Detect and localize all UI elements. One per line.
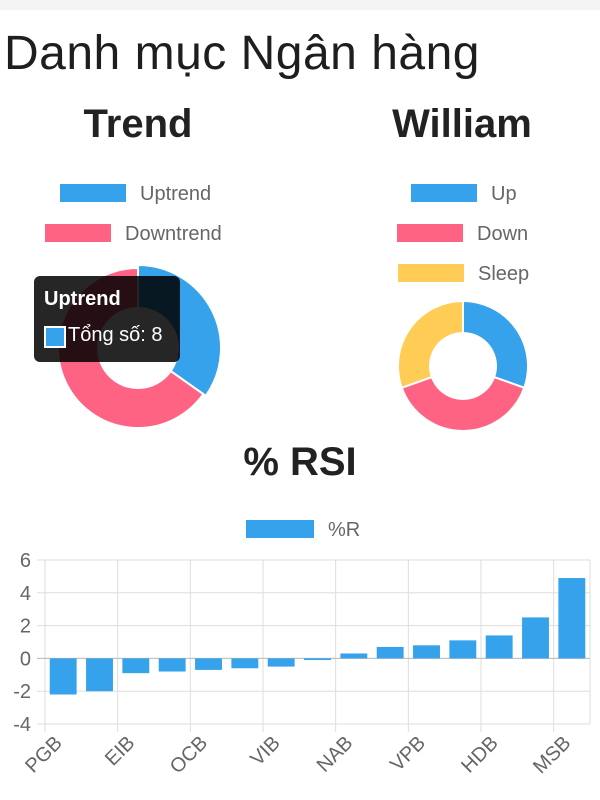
rsi-bar[interactable] [49,658,77,695]
down-legend-label: Down [477,223,529,245]
x-tick-label: OCB [166,732,212,778]
tooltip-title: Uptrend [44,288,121,310]
y-tick-label: -2 [13,681,31,703]
rsi-bar[interactable] [558,578,586,659]
down-legend-swatch [397,224,463,242]
rsi-bar[interactable] [413,645,440,659]
rsi-chart-title: % RSI [243,440,357,484]
y-tick-label: 2 [20,616,31,638]
tooltip-color-swatch [44,326,66,348]
top-bar [0,0,600,10]
rsi-bar[interactable] [304,658,331,661]
rsi-bar[interactable] [449,640,477,659]
trend-chart-title: Trend [83,102,193,146]
x-tick-label: PGB [21,732,66,777]
trend-legend-downtrend[interactable]: Downtrend [45,223,265,245]
rsi-bar[interactable] [231,658,259,669]
rsi-bar[interactable] [340,653,368,659]
rsi-bar[interactable] [485,635,513,659]
rsi-bar[interactable] [522,617,549,659]
sleep-legend-swatch [398,264,464,282]
rsi-legend-r[interactable]: %R [246,519,386,541]
uptrend-legend-swatch [60,184,126,202]
x-tick-label: VPB [386,732,430,776]
slice-down[interactable] [400,375,526,433]
rsi-bar[interactable] [122,658,150,674]
page-title: Danh mục Ngân hàng [4,27,480,80]
slice-sleep[interactable] [397,299,464,390]
rsi-bar[interactable] [376,646,404,659]
downtrend-legend-label: Downtrend [125,223,222,245]
william-donut-chart[interactable] [393,296,533,436]
rsi-grid [37,559,591,732]
y-tick-label: 0 [20,648,31,670]
uptrend-legend-label: Uptrend [140,183,212,205]
sleep-legend-label: Sleep [478,263,530,285]
r-legend-label: %R [328,519,361,541]
rsi-bar[interactable] [158,658,186,672]
y-tick-label: 4 [20,583,31,605]
downtrend-legend-swatch [45,224,111,242]
chart-tooltip: Uptrend Tổng số: 8 [34,276,180,362]
rsi-bar[interactable] [195,658,222,670]
up-legend-swatch [411,184,477,202]
y-tick-label: 6 [20,550,31,572]
william-chart-title: William [392,102,532,146]
y-tick-label: -4 [13,714,31,736]
x-tick-label: NAB [313,732,358,777]
rsi-bar-chart[interactable]: -4 -2 0 2 4 6 PGB EIB OCB VIB NAB VPB HDB MSB [0,540,600,800]
tooltip-body: Tổng số: 8 [68,324,163,346]
x-tick-label: EIB [101,732,139,770]
up-legend-label: Up [491,183,517,205]
william-legend-up[interactable]: Up [411,183,541,205]
x-tick-label: HDB [457,732,502,777]
x-tick-label: MSB [529,732,575,778]
william-legend-sleep[interactable]: Sleep [398,263,548,285]
trend-legend-uptrend[interactable]: Uptrend [60,183,260,205]
x-tick-label: VIB [246,732,284,770]
rsi-bar[interactable] [86,658,113,692]
william-legend-down[interactable]: Down [397,223,547,245]
r-legend-swatch [246,520,314,538]
rsi-bar[interactable] [267,658,295,667]
slice-up[interactable] [462,299,529,390]
